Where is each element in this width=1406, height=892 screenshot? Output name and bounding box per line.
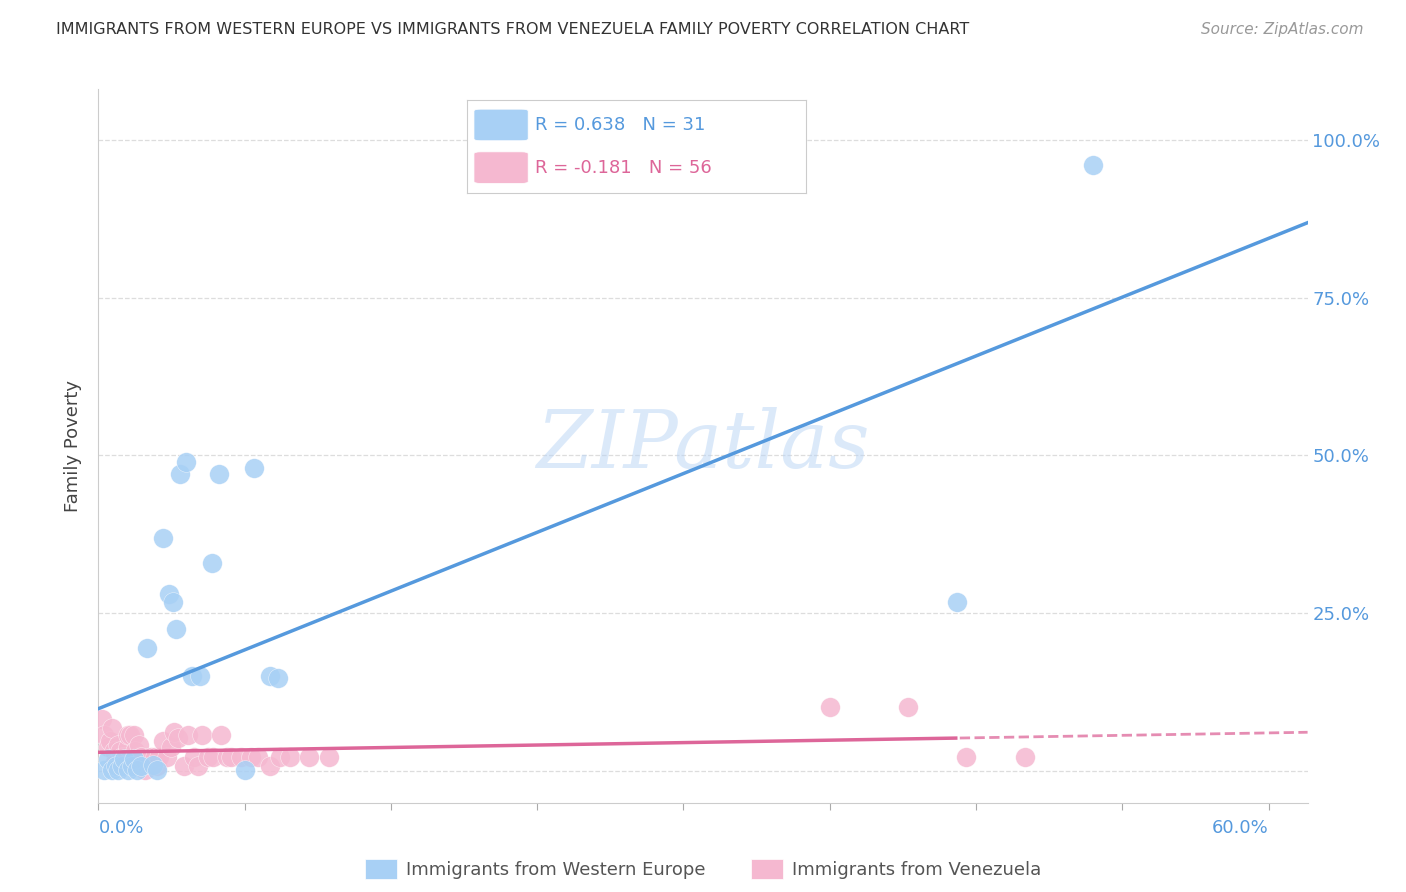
Point [173, 759, 195, 773]
Point [111, 759, 134, 773]
Point [118, 728, 141, 742]
Point [107, 763, 129, 777]
Point [259, 759, 281, 773]
Point [219, 750, 242, 764]
Point [197, 750, 219, 764]
Point [162, 595, 184, 609]
Point [278, 750, 301, 764]
Point [103, 744, 125, 758]
Point [127, 750, 149, 764]
Point [188, 669, 211, 683]
Point [101, 763, 124, 777]
Text: Source: ZipAtlas.com: Source: ZipAtlas.com [1201, 22, 1364, 37]
Point [146, 759, 169, 773]
Point [217, 750, 239, 764]
Point [97, 740, 120, 755]
Point [298, 750, 321, 764]
Point [233, 763, 256, 777]
Point [142, 758, 165, 772]
Point [104, 759, 127, 773]
Point [181, 669, 204, 683]
Point [945, 595, 967, 609]
Point [134, 756, 156, 771]
Point [108, 744, 131, 758]
Y-axis label: Family Poverty: Family Poverty [65, 380, 83, 512]
Point [124, 744, 146, 758]
Point [157, 587, 180, 601]
Point [200, 556, 222, 570]
Point [239, 750, 262, 764]
Point [202, 750, 225, 764]
Point [107, 738, 129, 752]
Point [107, 756, 129, 771]
Text: IMMIGRANTS FROM WESTERN EUROPE VS IMMIGRANTS FROM VENEZUELA FAMILY POVERTY CORRE: IMMIGRANTS FROM WESTERN EUROPE VS IMMIGR… [56, 22, 970, 37]
Point [122, 728, 145, 742]
Point [318, 750, 340, 764]
Point [143, 750, 166, 764]
Point [117, 763, 139, 777]
Point [117, 728, 139, 742]
Point [243, 461, 266, 475]
Point [98, 734, 121, 748]
Point [1014, 750, 1036, 764]
Point [121, 759, 143, 773]
Point [152, 531, 174, 545]
Point [209, 728, 232, 742]
Point [152, 734, 174, 748]
Point [121, 756, 143, 771]
Point [247, 750, 270, 764]
Point [103, 756, 125, 771]
Point [101, 721, 124, 735]
Point [259, 669, 281, 683]
Point [131, 750, 153, 764]
Point [163, 725, 186, 739]
Point [112, 750, 135, 764]
Point [167, 731, 190, 746]
Point [156, 750, 179, 764]
Point [91, 713, 114, 727]
Point [191, 728, 214, 742]
Point [174, 455, 197, 469]
Point [183, 750, 205, 764]
Point [138, 756, 160, 771]
Point [97, 751, 120, 765]
Point [134, 763, 156, 777]
Point [165, 622, 187, 636]
Point [136, 641, 159, 656]
Text: ZIPatlas: ZIPatlas [536, 408, 870, 484]
Point [117, 740, 139, 755]
Point [818, 699, 841, 714]
Point [269, 750, 291, 764]
Point [208, 467, 231, 482]
Point [112, 751, 135, 765]
Point [1081, 158, 1104, 172]
Point [128, 738, 150, 752]
Point [122, 751, 145, 765]
Text: 60.0%: 60.0% [1212, 819, 1268, 837]
Legend: Immigrants from Western Europe, Immigrants from Venezuela: Immigrants from Western Europe, Immigran… [357, 852, 1049, 887]
Point [93, 763, 115, 777]
Point [131, 759, 153, 773]
Point [267, 671, 290, 685]
Point [148, 750, 170, 764]
Point [229, 750, 252, 764]
Point [159, 740, 181, 755]
Point [955, 750, 977, 764]
Point [177, 728, 200, 742]
Point [187, 759, 209, 773]
Point [169, 467, 191, 482]
Point [146, 763, 169, 777]
Point [114, 750, 136, 764]
Text: 0.0%: 0.0% [98, 819, 143, 837]
Point [127, 763, 149, 777]
Point [93, 728, 115, 742]
Point [897, 699, 920, 714]
Point [111, 750, 134, 764]
Point [139, 750, 162, 764]
